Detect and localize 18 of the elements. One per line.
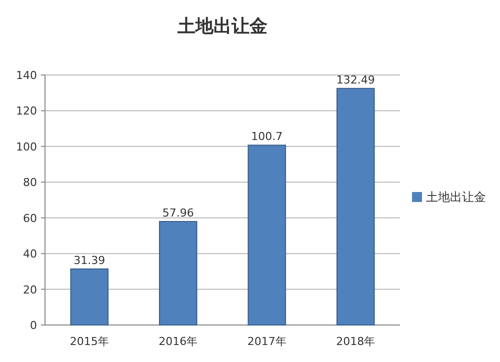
- y-tick-label: 100: [16, 140, 37, 154]
- x-tick-label: 2015年: [70, 335, 109, 348]
- y-tick-label: 80: [23, 176, 37, 190]
- y-tick-label: 0: [30, 319, 37, 332]
- legend-label: 土地出让金: [426, 190, 486, 204]
- x-tick-label: 2018年: [336, 335, 376, 348]
- chart-title: 土地出让金: [176, 16, 268, 37]
- y-tick-label: 60: [23, 212, 37, 225]
- data-label: 31.39: [74, 254, 106, 267]
- y-tick-label: 120: [16, 104, 37, 118]
- data-label: 100.7: [251, 130, 283, 144]
- x-tick-label: 2016年: [158, 335, 198, 348]
- data-label: 57.96: [162, 206, 194, 220]
- y-tick-label: 20: [23, 283, 37, 296]
- data-label: 132.49: [336, 73, 375, 86]
- y-tick-label: 40: [23, 248, 37, 261]
- y-tick-label: 140: [16, 69, 37, 82]
- x-tick-label: 2017年: [247, 335, 286, 348]
